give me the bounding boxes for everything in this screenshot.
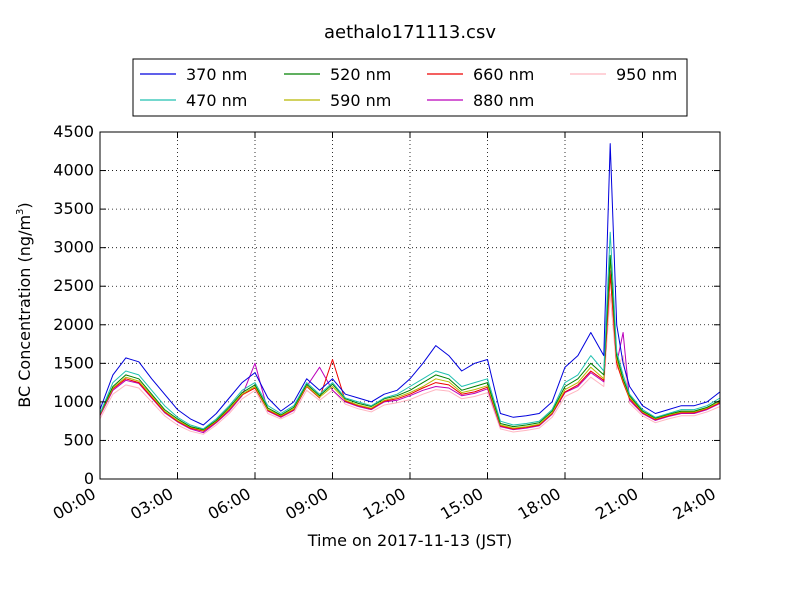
- series-line-880-nm: [99, 270, 721, 434]
- y-tick-label: 2000: [53, 315, 94, 334]
- series-line-660-nm: [99, 274, 721, 432]
- y-tick-label: 1500: [53, 353, 94, 372]
- series-layer: [99, 143, 721, 435]
- legend-label: 950 nm: [616, 65, 677, 84]
- legend-box: [132, 58, 688, 117]
- legend-label: 590 nm: [330, 91, 391, 110]
- series-line-590-nm: [99, 258, 721, 431]
- series-line-950-nm: [99, 293, 721, 435]
- y-axis-label: BC Concentration (ng/m3): [15, 202, 34, 407]
- y-tick-label: 0: [84, 469, 94, 488]
- y-axis-label-main: BC Concentration (ng/m: [15, 215, 34, 408]
- legend-label: 370 nm: [186, 65, 247, 84]
- axis-ticks: [99, 131, 721, 480]
- legend-label: 520 nm: [330, 65, 391, 84]
- y-tick-label: 3000: [53, 238, 94, 257]
- y-tick-labels: 0 500 1000 1500 2000 2500 3000 3500 4000 4500: [53, 122, 94, 488]
- legend: 370 nm 470 nm 520 nm 590 nm 660 nm 880 nm 950 …: [132, 58, 688, 117]
- y-axis-label-end: ): [15, 202, 34, 208]
- y-axis-label-superscript: 3: [15, 209, 26, 215]
- plot-area: [100, 132, 720, 479]
- y-tick-label: 4000: [53, 161, 94, 180]
- series-line-370-nm: [99, 143, 721, 426]
- x-axis-label: Time on 2017-11-13 (JST): [307, 531, 512, 550]
- y-tick-label: 4500: [53, 122, 94, 141]
- series-line-470-nm: [99, 231, 721, 430]
- legend-label: 660 nm: [473, 65, 534, 84]
- y-tick-label: 2500: [53, 276, 94, 295]
- y-tick-label: 1000: [53, 392, 94, 411]
- chart-title: aethalo171113.csv: [324, 22, 496, 43]
- y-tick-label: 500: [63, 430, 94, 449]
- legend-label: 880 nm: [473, 91, 534, 110]
- y-tick-label: 3500: [53, 199, 94, 218]
- series-line-520-nm: [99, 254, 721, 431]
- legend-label: 470 nm: [186, 91, 247, 110]
